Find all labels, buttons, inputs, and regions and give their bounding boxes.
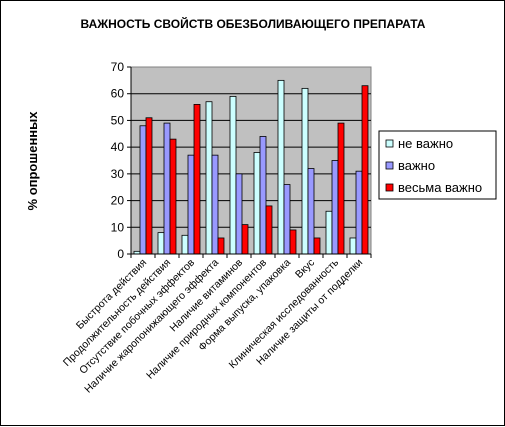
y-tick-label: 20 [111,194,125,208]
bar [145,117,153,255]
bar [253,152,261,255]
bar [313,237,321,255]
bar [301,87,309,255]
bar [211,154,219,255]
bar [181,234,189,255]
bar [355,170,363,255]
bar [361,85,369,255]
bar [229,95,237,255]
bar [337,122,345,255]
bar [325,210,333,255]
y-tick-label: 50 [111,113,125,127]
y-tick-label: 60 [111,87,125,101]
y-tick-label: 40 [111,140,125,154]
y-tick-label: 30 [111,167,125,181]
legend-label: весьма важно [398,180,482,195]
legend-swatch [385,161,394,170]
bar [139,125,147,255]
y-tick-label: 70 [111,60,125,74]
bar [157,232,165,255]
legend-swatch [385,139,394,148]
bar [205,101,213,255]
bar [217,237,225,255]
chart-title: ВАЖНОСТЬ СВОЙСТВ ОБЕЗБОЛИВАЮЩЕГО ПРЕПАРА… [81,16,426,31]
bar [169,138,177,255]
bar [283,184,291,255]
y-tick-label: 10 [111,220,125,234]
bar [265,205,273,255]
legend-label: важно [398,158,435,173]
bar [259,136,267,255]
legend-swatch [385,183,394,192]
bar [187,154,195,255]
y-axis: 0 10 20 30 40 50 60 70 [111,60,132,261]
bar [277,79,285,255]
bar [235,173,243,255]
y-tick-label: 0 [117,247,124,261]
bar [331,160,339,255]
y-axis-label: % опрошенных [25,111,40,211]
legend: не важно важно весьма важно [378,130,497,200]
bar [307,168,315,255]
bar [193,104,201,255]
bar [241,224,249,255]
bar [289,229,297,255]
legend-box [378,130,497,200]
bar [163,122,171,255]
bar [349,237,357,255]
legend-label: не важно [398,136,453,151]
